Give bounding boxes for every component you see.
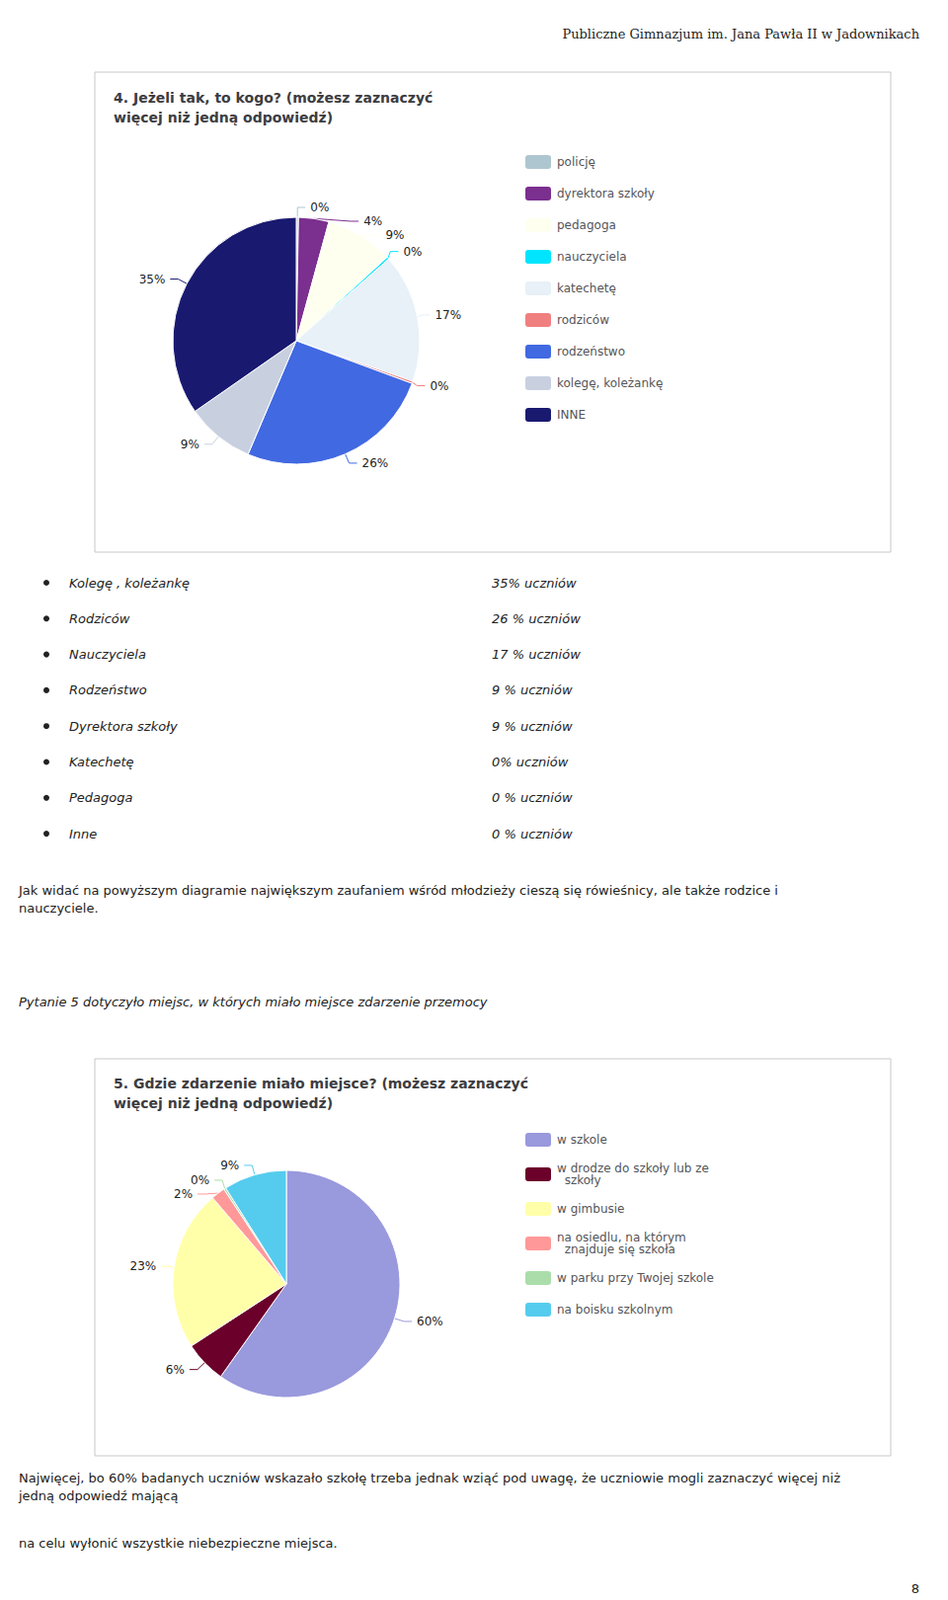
- svg-text:Publiczne Gimnazjum im. Jana P: Publiczne Gimnazjum im. Jana Pawła II w …: [561, 26, 920, 42]
- svg-text:w parku przy Twojej szkole: w parku przy Twojej szkole: [556, 1270, 714, 1285]
- svg-text:Katechetę: Katechetę: [69, 754, 135, 770]
- svg-text:kolegę, koleżankę: kolegę, koleżankę: [556, 376, 663, 391]
- svg-text:0% uczniów: 0% uczniów: [491, 754, 569, 770]
- svg-text:Jak widać na powyższym diagram: Jak widać na powyższym diagramie najwięk…: [17, 882, 783, 898]
- svg-text:nauczyciela: nauczyciela: [556, 249, 628, 264]
- svg-text:Rodzeństwo: Rodzeństwo: [69, 682, 148, 698]
- svg-text:w gimbusie: w gimbusie: [556, 1201, 625, 1216]
- svg-text:jedną odpowiedź mającą: jedną odpowiedź mającą: [17, 1488, 178, 1503]
- svg-text:23%: 23%: [130, 1259, 158, 1273]
- svg-text:17%: 17%: [434, 308, 462, 322]
- svg-text:9%: 9%: [180, 437, 200, 452]
- svg-text:9%: 9%: [220, 1158, 239, 1173]
- svg-text:0%: 0%: [429, 379, 449, 394]
- svg-text:Inne: Inne: [69, 826, 97, 842]
- svg-text:17 % uczniów: 17 % uczniów: [491, 646, 581, 662]
- svg-text:35% uczniów: 35% uczniów: [491, 575, 577, 591]
- svg-text:Dyrektora szkoły: Dyrektora szkoły: [69, 718, 178, 734]
- svg-text:Najwięcej, bo 60% badanych ucz: Najwięcej, bo 60% badanych uczniów wskaz…: [18, 1470, 845, 1486]
- svg-text:znajduje się szkoła: znajduje się szkoła: [556, 1242, 676, 1257]
- svg-text:Pedagoga: Pedagoga: [69, 790, 134, 805]
- svg-text:4. Jeżeli tak, to kogo? (możes: 4. Jeżeli tak, to kogo? (możesz zaznaczy…: [113, 89, 433, 106]
- svg-text:rodziców: rodziców: [556, 313, 610, 327]
- svg-text:60%: 60%: [416, 1314, 444, 1329]
- svg-text:dyrektora szkoły: dyrektora szkoły: [556, 186, 655, 201]
- svg-text:9 % uczniów: 9 % uczniów: [491, 718, 573, 734]
- svg-text:w szkole: w szkole: [556, 1132, 608, 1147]
- svg-text:26 % uczniów: 26 % uczniów: [491, 611, 581, 627]
- svg-text:INNE: INNE: [556, 407, 586, 422]
- svg-text:8: 8: [911, 1580, 920, 1596]
- svg-text:5. Gdzie zdarzenie miało miejs: 5. Gdzie zdarzenie miało miejsce? (możes…: [113, 1075, 529, 1092]
- svg-text:więcej niż jedną odpowiedź): więcej niż jedną odpowiedź): [113, 109, 333, 126]
- svg-text:Kolegę , koleżankę: Kolegę , koleżankę: [69, 575, 190, 591]
- svg-text:2%: 2%: [173, 1186, 193, 1201]
- svg-text:nauczyciele.: nauczyciele.: [18, 900, 99, 916]
- svg-text:Rodziców: Rodziców: [69, 611, 131, 627]
- svg-text:katechetę: katechetę: [556, 281, 617, 296]
- svg-text:35%: 35%: [139, 272, 166, 287]
- svg-text:0%: 0%: [402, 244, 422, 259]
- svg-text:rodzeństwo: rodzeństwo: [556, 344, 626, 359]
- svg-text:w drodze do szkoły lub ze: w drodze do szkoły lub ze: [556, 1161, 709, 1176]
- svg-text:szkoły: szkoły: [556, 1173, 602, 1187]
- svg-text:0 % uczniów: 0 % uczniów: [491, 790, 573, 805]
- svg-text:na osiedlu, na którym: na osiedlu, na którym: [556, 1230, 687, 1245]
- svg-text:więcej niż jedną odpowiedź): więcej niż jedną odpowiedź): [113, 1095, 333, 1111]
- svg-text:4%: 4%: [363, 214, 383, 229]
- svg-text:na boisku szkolnym: na boisku szkolnym: [556, 1302, 673, 1317]
- svg-text:9 % uczniów: 9 % uczniów: [491, 682, 573, 698]
- svg-text:6%: 6%: [165, 1362, 185, 1377]
- svg-text:9%: 9%: [385, 228, 404, 242]
- svg-text:Pytanie 5 dotyczyło miejsc, w: Pytanie 5 dotyczyło miejsc, w których mi…: [18, 994, 488, 1010]
- svg-text:26%: 26%: [362, 456, 390, 471]
- svg-text:policję: policję: [556, 155, 596, 169]
- svg-text:Nauczyciela: Nauczyciela: [69, 646, 147, 662]
- svg-text:0%: 0%: [190, 1173, 210, 1187]
- svg-text:pedagoga: pedagoga: [556, 218, 617, 233]
- svg-text:0 % uczniów: 0 % uczniów: [491, 826, 573, 842]
- svg-text:0%: 0%: [310, 200, 329, 215]
- svg-text:na celu wyłonić wszystkie nieb: na celu wyłonić wszystkie niebezpieczne …: [18, 1535, 338, 1551]
